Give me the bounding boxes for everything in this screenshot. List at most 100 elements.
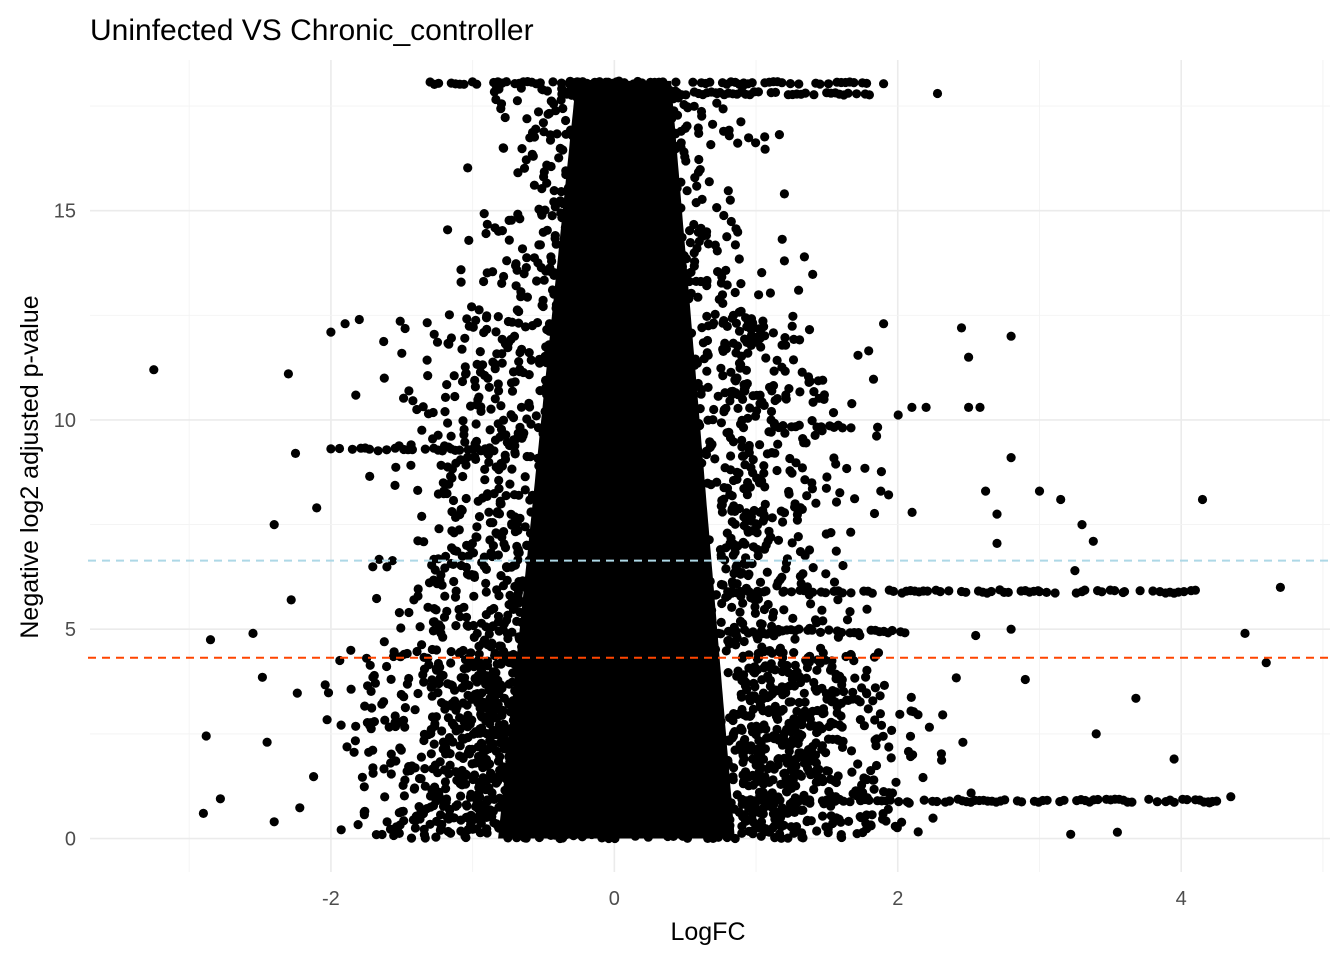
data-point xyxy=(719,210,729,221)
data-point xyxy=(776,706,786,716)
data-point xyxy=(1152,797,1162,807)
data-point xyxy=(495,738,505,748)
data-point xyxy=(652,159,663,169)
data-point xyxy=(724,427,734,437)
data-point xyxy=(662,375,672,385)
data-point xyxy=(712,770,722,780)
data-point xyxy=(667,113,677,124)
data-point xyxy=(481,610,491,620)
data-point xyxy=(544,322,554,333)
data-point xyxy=(474,511,485,522)
data-point xyxy=(712,788,723,798)
data-point xyxy=(523,671,533,682)
data-point xyxy=(462,620,472,631)
data-point xyxy=(843,88,853,98)
data-point xyxy=(1179,587,1189,597)
data-point xyxy=(588,734,598,744)
data-point xyxy=(837,742,848,753)
data-point xyxy=(663,360,673,370)
data-point xyxy=(788,738,798,749)
data-point xyxy=(493,379,503,389)
data-point xyxy=(386,674,396,685)
data-point xyxy=(726,451,736,461)
data-point xyxy=(499,619,509,629)
data-point xyxy=(580,215,591,225)
data-point xyxy=(464,680,474,691)
data-point xyxy=(574,162,584,172)
data-point xyxy=(726,216,736,227)
data-point xyxy=(762,449,773,459)
data-point xyxy=(585,200,595,210)
data-point xyxy=(883,804,893,814)
data-point xyxy=(577,796,587,806)
data-point xyxy=(547,798,557,808)
data-point xyxy=(546,755,556,765)
data-point xyxy=(765,288,776,298)
data-point xyxy=(588,472,598,482)
data-point xyxy=(680,787,691,798)
data-point xyxy=(610,380,620,390)
data-point xyxy=(794,748,804,758)
data-point xyxy=(558,570,568,580)
data-point xyxy=(616,664,626,674)
data-point xyxy=(679,417,690,427)
data-point xyxy=(906,692,916,703)
data-point xyxy=(474,641,484,651)
data-point xyxy=(634,644,644,655)
data-point xyxy=(658,766,669,776)
data-point xyxy=(569,175,579,185)
data-point xyxy=(754,754,764,764)
data-point xyxy=(497,802,507,812)
data-point xyxy=(574,117,585,127)
data-point xyxy=(524,370,534,380)
data-point xyxy=(478,776,488,787)
data-point xyxy=(545,395,555,405)
data-point xyxy=(687,481,697,491)
data-point xyxy=(397,807,407,817)
data-point xyxy=(455,741,465,751)
data-point xyxy=(631,111,642,121)
data-point xyxy=(428,617,438,627)
data-point xyxy=(821,569,831,579)
data-point xyxy=(471,315,481,325)
data-point xyxy=(395,316,405,326)
data-point xyxy=(732,373,742,383)
data-point xyxy=(413,688,423,699)
data-point xyxy=(326,444,336,454)
data-point xyxy=(386,749,396,759)
data-point xyxy=(423,409,434,419)
data-point xyxy=(659,192,670,202)
data-point xyxy=(607,455,618,465)
data-point xyxy=(1169,754,1179,764)
data-point xyxy=(756,342,766,352)
data-point xyxy=(812,727,823,737)
data-point xyxy=(658,444,668,454)
data-point xyxy=(611,594,621,605)
data-point xyxy=(373,446,383,456)
data-point xyxy=(336,825,346,835)
data-point xyxy=(551,380,562,390)
data-point xyxy=(683,808,694,818)
x-tick-label: 2 xyxy=(892,888,903,910)
data-point xyxy=(864,795,874,806)
data-point xyxy=(596,695,607,706)
data-point xyxy=(615,112,626,122)
data-point xyxy=(705,442,715,453)
data-point xyxy=(642,87,652,97)
data-point xyxy=(1034,486,1045,496)
data-point xyxy=(594,554,605,565)
data-point xyxy=(945,796,955,806)
data-point xyxy=(634,426,644,436)
data-point xyxy=(465,744,475,754)
data-point xyxy=(493,312,503,322)
data-point xyxy=(499,271,509,282)
data-point xyxy=(684,294,694,304)
data-point xyxy=(493,611,504,621)
data-point xyxy=(717,598,727,609)
data-point xyxy=(509,331,520,341)
data-point xyxy=(697,801,707,812)
data-point xyxy=(776,506,786,516)
data-point xyxy=(489,818,499,828)
data-point xyxy=(539,825,549,835)
data-point xyxy=(599,358,609,368)
